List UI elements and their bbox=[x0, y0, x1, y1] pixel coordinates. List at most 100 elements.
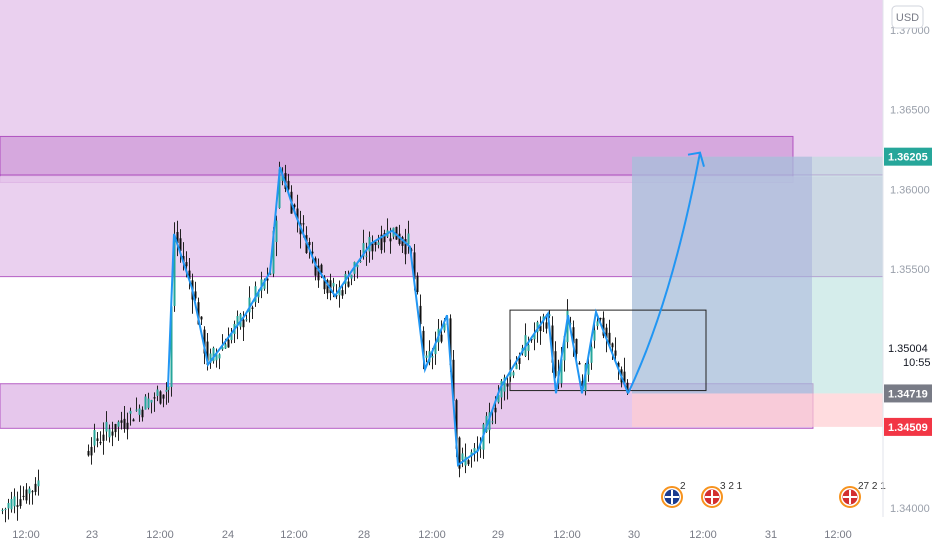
candle-body bbox=[90, 446, 93, 456]
candle-body bbox=[452, 359, 455, 401]
candle-body bbox=[599, 317, 602, 320]
candle-body bbox=[147, 398, 150, 408]
candle-body bbox=[308, 242, 311, 245]
markers-layer: 2 3 2 1 27 2 1 bbox=[661, 481, 886, 508]
candle-body bbox=[251, 307, 254, 309]
currency-label: USD bbox=[896, 12, 919, 24]
candle-body bbox=[554, 351, 557, 377]
candle-body bbox=[167, 386, 170, 390]
candle-body bbox=[596, 321, 599, 327]
candle-body bbox=[551, 325, 554, 363]
x-tick-label: 28 bbox=[358, 529, 370, 541]
candle-body bbox=[263, 279, 266, 289]
candle-body bbox=[362, 243, 365, 257]
candle-body bbox=[28, 488, 31, 494]
y-tick-label: 1.35500 bbox=[890, 264, 930, 276]
projection-arrow bbox=[627, 152, 701, 394]
candle-body bbox=[548, 314, 551, 316]
candle-body bbox=[135, 409, 138, 411]
last-price-value: 1.35004 bbox=[888, 343, 928, 355]
candle-body bbox=[611, 343, 614, 348]
candle-body bbox=[314, 258, 317, 276]
candle-body bbox=[200, 316, 203, 320]
candle-body bbox=[440, 334, 443, 342]
candle-body bbox=[19, 499, 22, 507]
candle-body bbox=[296, 208, 299, 220]
candle-body bbox=[7, 502, 10, 509]
candle-body bbox=[503, 377, 506, 392]
candle-body bbox=[102, 434, 105, 441]
candle-body bbox=[458, 437, 461, 469]
candle-body bbox=[1, 509, 4, 511]
candle-body bbox=[197, 302, 200, 325]
event-marker-count: 2 bbox=[680, 481, 686, 492]
candle-body bbox=[338, 287, 341, 296]
candle-body bbox=[374, 241, 377, 246]
candle-body bbox=[311, 251, 314, 254]
candle-body bbox=[287, 180, 290, 190]
candle-body bbox=[515, 364, 518, 370]
candle-body bbox=[536, 322, 539, 333]
candle-body bbox=[587, 363, 590, 375]
candle-body bbox=[356, 264, 359, 268]
candle-body bbox=[407, 233, 410, 245]
candle-body bbox=[464, 456, 467, 466]
candle-body bbox=[215, 354, 218, 361]
candle-body bbox=[617, 362, 620, 368]
price-badge-target: 1.36205 bbox=[884, 147, 932, 166]
candle-body bbox=[341, 290, 344, 296]
candle-body bbox=[4, 508, 7, 510]
event-marker-us[interactable]: 27 2 1 bbox=[839, 481, 886, 508]
candle-body bbox=[165, 389, 168, 392]
candle-body bbox=[332, 282, 335, 287]
event-marker-us[interactable]: 3 2 1 bbox=[701, 481, 743, 508]
candle-body bbox=[614, 350, 617, 356]
candle-body bbox=[182, 256, 185, 263]
x-tick-label: 30 bbox=[628, 529, 640, 541]
candle-body bbox=[230, 332, 233, 341]
candle-body bbox=[560, 359, 563, 384]
candle-body bbox=[25, 489, 28, 501]
candle-body bbox=[395, 226, 398, 240]
candle-body bbox=[347, 281, 350, 287]
candle-body bbox=[563, 336, 566, 361]
candle-body bbox=[404, 239, 407, 255]
candle-body bbox=[518, 357, 521, 364]
candle-body bbox=[34, 483, 37, 492]
candle-body bbox=[117, 421, 120, 427]
candle-body bbox=[257, 291, 260, 298]
candle-body bbox=[449, 318, 452, 366]
position-progress-area bbox=[632, 156, 812, 394]
candle-body bbox=[248, 297, 251, 313]
event-marker-uk[interactable]: 2 bbox=[661, 481, 686, 508]
projection-arrow-head bbox=[687, 151, 705, 167]
candle-body bbox=[317, 265, 320, 281]
x-tick-label: 12:00 bbox=[824, 529, 852, 541]
candle-body bbox=[272, 230, 275, 274]
candle-body bbox=[275, 220, 278, 243]
x-tick-label: 31 bbox=[765, 529, 777, 541]
currency-button[interactable]: USD bbox=[891, 5, 924, 29]
candle-body bbox=[329, 280, 332, 293]
candle-body bbox=[153, 397, 156, 399]
candle-body bbox=[141, 409, 144, 418]
candle-body bbox=[150, 400, 153, 403]
candle-body bbox=[10, 499, 13, 510]
candle-body bbox=[266, 278, 269, 281]
candle-body bbox=[236, 316, 239, 326]
candle-body bbox=[479, 447, 482, 449]
x-tick-label: 23 bbox=[86, 529, 98, 541]
candle-body bbox=[506, 383, 509, 387]
candle-body bbox=[500, 380, 503, 398]
position-target-area bbox=[632, 156, 883, 394]
candle-body bbox=[398, 233, 401, 244]
candle-body bbox=[224, 344, 227, 349]
candle-body bbox=[221, 347, 224, 350]
candle-body bbox=[443, 323, 446, 331]
price-badge-last: 1.35004 10:55 bbox=[884, 340, 932, 371]
candle-body bbox=[389, 238, 392, 242]
candle-body bbox=[93, 430, 96, 446]
candle-body bbox=[120, 420, 123, 423]
candle-body bbox=[473, 448, 476, 453]
